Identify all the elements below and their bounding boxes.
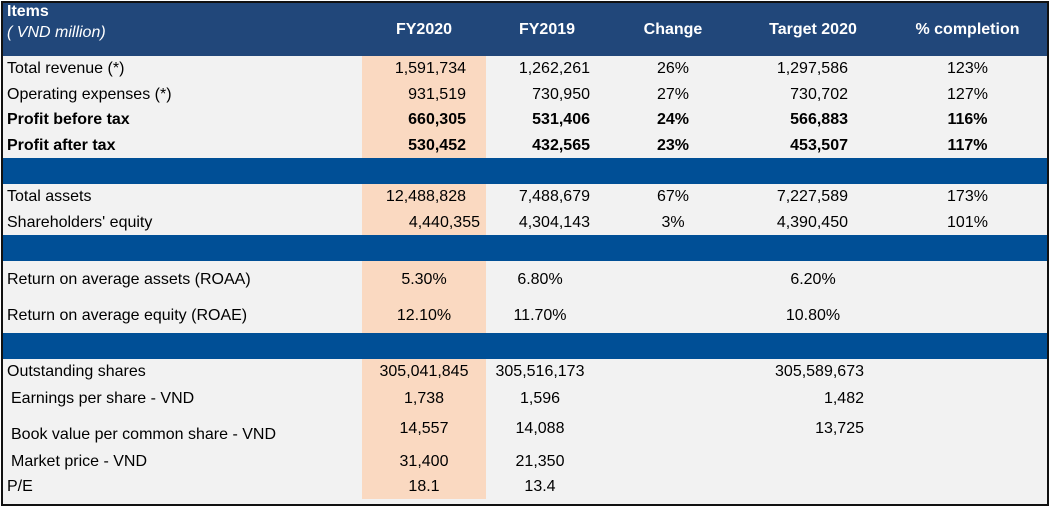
row-label: Outstanding shares: [7, 363, 146, 380]
cell-target: 730,702: [790, 85, 848, 103]
cell-fy2019: 1,262,261: [518, 60, 590, 77]
cell-fy2020: 4,440,355: [362, 210, 486, 235]
cell-target: 6.20%: [790, 270, 836, 288]
cell-fy2019: 14,088: [515, 420, 565, 437]
financial-results-table: Items ( VND million) FY2020 FY2019 Change…: [3, 3, 1047, 499]
header-items: Items ( VND million): [3, 3, 362, 56]
cell-fy2020: 660,305: [362, 107, 486, 133]
cell-change: 67%: [656, 188, 690, 205]
cell-completion: 123%: [947, 60, 988, 77]
cell-change: 27%: [656, 85, 690, 103]
cell-fy2020: 12.10%: [362, 298, 486, 333]
cell-fy2019: 531,406: [532, 111, 590, 128]
cell-fy2019: 11.70%: [513, 306, 567, 324]
cell-completion: 116%: [947, 111, 988, 128]
cell-fy2019: 1,596: [519, 389, 561, 407]
table-row: Outstanding shares 305,041,845 305,516,1…: [3, 359, 1047, 385]
header-fy2020: FY2020: [362, 3, 486, 56]
cell-fy2019: 4,304,143: [518, 213, 590, 231]
cell-completion: 127%: [947, 85, 988, 103]
cell-fy2020: 5.30%: [362, 261, 486, 298]
cell-change: 23%: [656, 136, 690, 154]
row-label: Market price - VND: [11, 452, 148, 470]
row-label: Total revenue (*): [7, 60, 125, 77]
header-completion: % completion: [888, 3, 1047, 56]
cell-fy2020: 18.1: [362, 474, 486, 499]
cell-fy2020: 1,738: [362, 385, 486, 412]
header-change: Change: [608, 3, 738, 56]
cell-fy2020: 12,488,828: [362, 184, 486, 210]
cell-target: 10.80%: [785, 306, 841, 324]
table-row: Earnings per share - VND 1,738 1,596 1,4…: [3, 385, 1047, 412]
table-row: Return on average assets (ROAA) 5.30% 6.…: [3, 261, 1047, 298]
cell-change: 26%: [656, 60, 690, 77]
header-target: Target 2020: [738, 3, 888, 56]
cell-fy2019: 7,488,679: [518, 188, 590, 205]
row-label: Book value per common share - VND: [11, 426, 276, 443]
cell-fy2020: 931,519: [362, 82, 486, 107]
cell-fy2020: 31,400: [362, 449, 486, 474]
cell-fy2019: 432,565: [532, 136, 590, 154]
cell-target: 305,589,673: [775, 363, 864, 380]
section-divider: [3, 333, 1047, 359]
table-row: Market price - VND 31,400 21,350: [3, 449, 1047, 474]
header-row: Items ( VND million) FY2020 FY2019 Change…: [3, 3, 1047, 56]
cell-change: 3%: [661, 213, 685, 231]
unit-note: ( VND million): [7, 24, 106, 41]
cell-target: 13,725: [815, 420, 864, 437]
cell-change: 24%: [656, 111, 690, 128]
table-row: Return on average equity (ROAE) 12.10% 1…: [3, 298, 1047, 333]
table-row: Shareholders' equity 4,440,355 4,304,143…: [3, 210, 1047, 235]
cell-target: 453,507: [790, 136, 848, 154]
header-fy2019: FY2019: [486, 3, 608, 56]
cell-target: 1,482: [823, 389, 864, 407]
cell-target: 4,390,450: [776, 213, 848, 231]
table-row: Profit before tax 660,305 531,406 24% 56…: [3, 107, 1047, 133]
cell-target: 7,227,589: [776, 188, 848, 205]
row-label: Return on average equity (ROAE): [7, 306, 248, 324]
row-label: P/E: [7, 477, 33, 495]
section-divider: [3, 235, 1047, 261]
row-label: Operating expenses (*): [7, 85, 172, 103]
section-divider: [3, 158, 1047, 184]
row-label: Total assets: [7, 188, 92, 205]
cell-fy2019: 305,516,173: [495, 363, 585, 380]
cell-target: 566,883: [790, 111, 848, 128]
row-label: Profit before tax: [7, 111, 130, 128]
cell-fy2019: 21,350: [515, 452, 565, 470]
row-label: Return on average assets (ROAA): [7, 270, 251, 288]
cell-fy2020: 1,591,734: [362, 56, 486, 82]
items-heading: Items: [7, 3, 49, 20]
table-row: Profit after tax 530,452 432,565 23% 453…: [3, 133, 1047, 158]
table-row: Total revenue (*) 1,591,734 1,262,261 26…: [3, 56, 1047, 82]
row-label: Profit after tax: [7, 136, 116, 154]
cell-completion: 101%: [947, 213, 988, 231]
cell-fy2019: 6.80%: [517, 270, 563, 288]
table-row: Book value per common share - VND 14,557…: [3, 412, 1047, 449]
cell-fy2019: 13.4: [524, 477, 556, 495]
row-label: Earnings per share - VND: [11, 389, 195, 407]
table-row: Total assets 12,488,828 7,488,679 67% 7,…: [3, 184, 1047, 210]
cell-completion: 173%: [947, 188, 988, 205]
table-row: Operating expenses (*) 931,519 730,950 2…: [3, 82, 1047, 107]
cell-fy2020: 14,557: [362, 412, 486, 449]
cell-completion: 117%: [947, 136, 988, 154]
table-row: P/E 18.1 13.4: [3, 474, 1047, 499]
cell-fy2020: 530,452: [362, 133, 486, 158]
cell-target: 1,297,586: [776, 60, 848, 77]
cell-fy2020: 305,041,845: [362, 359, 486, 385]
row-label: Shareholders' equity: [7, 213, 153, 231]
cell-fy2019: 730,950: [532, 85, 590, 103]
